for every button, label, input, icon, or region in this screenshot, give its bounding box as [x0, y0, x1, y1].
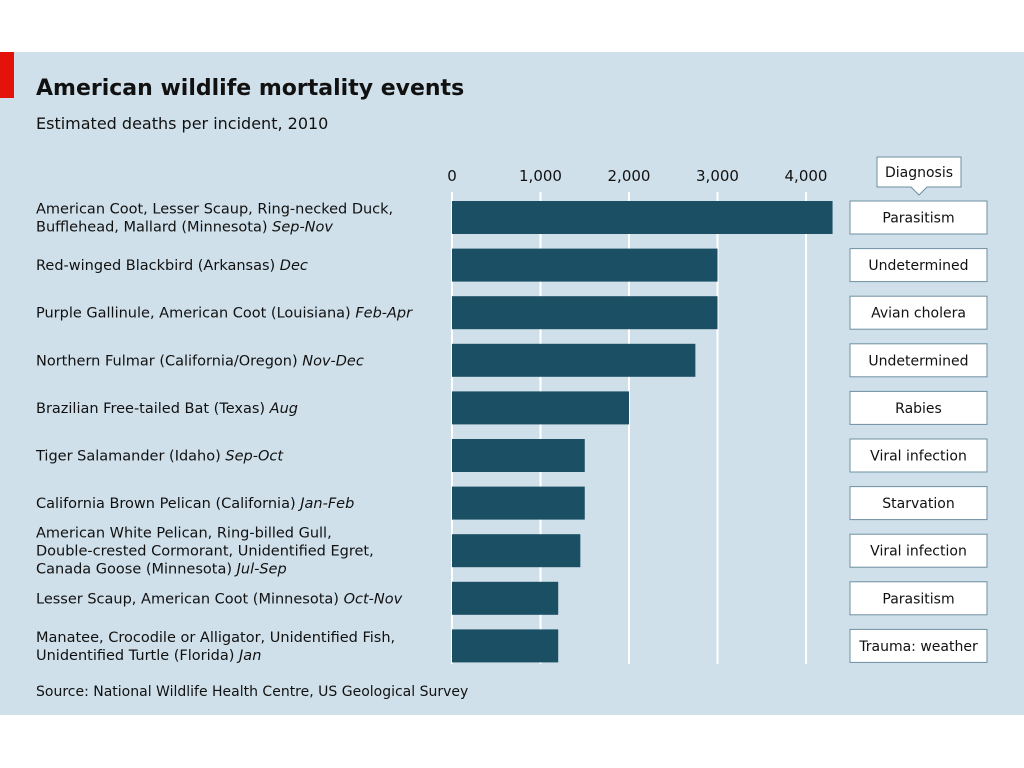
- diagnosis-label: Rabies: [895, 401, 942, 417]
- bar: [452, 296, 718, 330]
- bar: [452, 581, 559, 615]
- category-label: Tiger Salamander (Idaho) Sep-Oct: [35, 449, 284, 465]
- chart-title: American wildlife mortality events: [36, 76, 465, 101]
- x-tick-label: 4,000: [785, 167, 828, 185]
- x-tick-label: 3,000: [696, 167, 739, 185]
- category-label: American White Pelican, Ring-billed Gull…: [36, 526, 374, 578]
- diagnosis-box: [849, 295, 988, 330]
- category-label: Purple Gallinule, American Coot (Louisia…: [36, 306, 413, 322]
- diagnosis-box: [849, 438, 988, 473]
- bar: [452, 486, 585, 520]
- diagnosis-label: Trauma: weather: [858, 639, 978, 655]
- category-label: Lesser Scaup, American Coot (Minnesota) …: [36, 591, 403, 607]
- bar: [452, 439, 585, 472]
- x-tick-label: 2,000: [608, 167, 651, 185]
- diagnosis-label: Parasitism: [882, 591, 954, 607]
- diagnosis-box: [849, 248, 988, 283]
- diagnosis-header: Diagnosis: [885, 165, 953, 181]
- brand-red-tab: [0, 52, 14, 98]
- bar: [452, 343, 696, 377]
- diagnosis-box: [849, 581, 988, 616]
- diagnosis-label: Viral infection: [870, 449, 967, 465]
- chart-subtitle: Estimated deaths per incident, 2010: [36, 114, 329, 133]
- x-tick-label: 1,000: [519, 167, 562, 185]
- chart-source: Source: National Wildlife Health Centre,…: [36, 684, 469, 700]
- diagnosis-header-box: [876, 156, 962, 196]
- bar: [452, 534, 581, 568]
- bar: [452, 391, 629, 425]
- bar: [452, 201, 833, 234]
- diagnosis-box: [849, 486, 988, 521]
- diagnosis-label: Parasitism: [882, 211, 954, 227]
- bar: [452, 629, 559, 663]
- diagnosis-label: Starvation: [882, 496, 954, 512]
- diagnosis-label: Viral infection: [870, 544, 967, 560]
- diagnosis-box: [849, 200, 988, 235]
- category-label: Manatee, Crocodile or Alligator, Unident…: [36, 630, 395, 664]
- diagnosis-box: [849, 628, 988, 663]
- diagnosis-box: [849, 343, 988, 378]
- category-label: Northern Fulmar (California/Oregon) Nov-…: [36, 353, 364, 369]
- bar: [452, 248, 718, 282]
- category-label: Brazilian Free-tailed Bat (Texas) Aug: [36, 401, 298, 417]
- diagnosis-label: Avian cholera: [871, 306, 966, 322]
- x-tick-label: 0: [447, 167, 457, 185]
- category-label: California Brown Pelican (California) Ja…: [36, 496, 354, 512]
- category-label: Red-winged Blackbird (Arkansas) Dec: [36, 258, 308, 274]
- category-label: American Coot, Lesser Scaup, Ring-necked…: [36, 202, 393, 236]
- diagnosis-box: [849, 390, 988, 425]
- diagnosis-label: Undetermined: [868, 353, 968, 369]
- diagnosis-label: Undetermined: [868, 258, 968, 274]
- diagnosis-box: [849, 533, 988, 568]
